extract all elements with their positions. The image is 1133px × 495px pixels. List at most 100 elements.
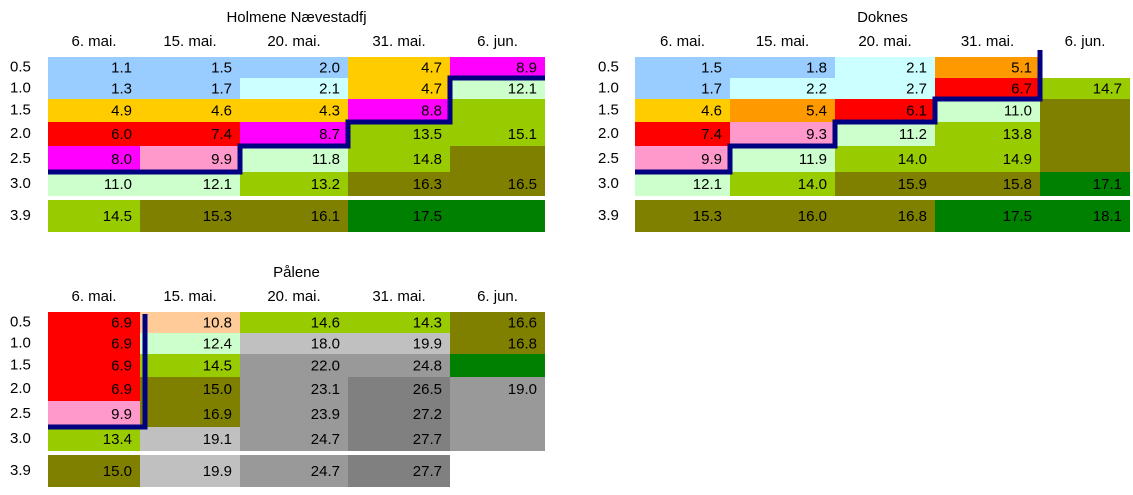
cell [730,99,835,122]
cell-value: 2.1 [906,59,927,76]
cell-value: 17.5 [1003,208,1032,225]
cell-value: 6.9 [111,335,132,352]
cell-value: 4.6 [701,102,722,119]
cell [635,122,730,146]
cell-value: 1.5 [211,59,232,76]
cell-value: 16.8 [898,208,927,225]
cell-value: 2.0 [319,59,340,76]
cell-value: 14.6 [311,314,340,331]
cell [140,146,240,172]
cell [48,172,140,196]
row-label: 2.5 [10,150,31,167]
cell-value: 6.7 [1011,80,1032,97]
table-title: Pålene [273,264,320,281]
boundary-line [48,314,148,430]
cell-value: 2.2 [806,80,827,97]
row-label: 2.0 [598,125,619,142]
cell-value: 15.1 [508,126,537,143]
row-label: 1.0 [10,334,31,351]
cell-value: 4.6 [211,102,232,119]
cell-value: 16.3 [413,176,442,193]
row-label: 3.9 [598,207,619,224]
row-label: 1.5 [598,101,619,118]
cell-value: 24.8 [413,357,442,374]
cell-value: 1.1 [111,59,132,76]
column-header: 6. jun. [1065,33,1106,50]
row-label: 2.0 [10,380,31,397]
cell-value: 15.8 [1003,176,1032,193]
cell-value: 17.5 [413,208,442,225]
cell-value: 16.5 [508,176,537,193]
cell [348,78,450,99]
cell-value: 15.3 [203,208,232,225]
boundary-line [635,50,1043,175]
cell-value: 24.7 [311,463,340,480]
cell [240,377,348,401]
cell [348,200,450,232]
cell-value: 16.9 [203,406,232,423]
cell-value: 8.8 [421,102,442,119]
cell-value: 14.5 [103,208,132,225]
cell [450,200,545,232]
cell-value: 14.3 [413,314,442,331]
cell-value: 24.7 [311,431,340,448]
cell [348,122,450,146]
cell [240,312,348,333]
cell-value: 11.2 [899,126,927,143]
cell [450,377,545,401]
row-label: 0.5 [598,58,619,75]
cell [140,200,240,232]
cell [48,57,140,78]
cell-value: 14.0 [798,176,827,193]
cell-value: 1.7 [211,80,232,97]
column-header: 15. mai. [163,288,216,305]
cell [48,312,140,333]
cell [348,57,450,78]
cell [140,312,240,333]
cell [835,99,935,122]
cell [835,122,935,146]
cell [240,172,348,196]
row-label: 0.5 [10,58,31,75]
cell-value: 14.9 [1003,151,1032,168]
cell-value: 19.1 [203,431,232,448]
column-header: 20. mai. [267,288,320,305]
cell [730,200,835,232]
cell [348,99,450,122]
cell-value: 26.5 [413,381,442,398]
cell [48,377,140,401]
cell [450,122,545,146]
cell-value: 4.7 [421,59,442,76]
cell [48,427,140,451]
cell-value: 12.4 [203,335,232,352]
cell [48,99,140,122]
cell-value: 15.0 [203,381,232,398]
row-label: 3.0 [10,175,31,192]
cell-value: 18.1 [1093,208,1122,225]
cell [240,455,348,487]
row-label: 3.0 [10,430,31,447]
cell-value: 16.0 [798,208,827,225]
cell-value: 4.9 [111,102,132,119]
cell [935,146,1040,172]
row-label: 0.5 [10,313,31,330]
cell-value: 8.0 [111,151,132,168]
row-label: 1.0 [598,79,619,96]
cell-value: 1.5 [701,59,722,76]
cell-value: 4.7 [421,80,442,97]
cell [635,200,730,232]
cell [935,99,1040,122]
column-header: 6. jun. [477,33,518,50]
cell [450,172,545,196]
cell-value: 22.0 [311,357,340,374]
cell-value: 14.8 [413,151,442,168]
cell-value: 18.0 [311,335,340,352]
cell-value: 6.1 [906,102,927,119]
cell [240,99,348,122]
cell [240,200,348,232]
row-label: 3.0 [598,175,619,192]
cell [835,172,935,196]
column-header: 31. mai. [961,33,1014,50]
table-title: Doknes [857,9,908,26]
